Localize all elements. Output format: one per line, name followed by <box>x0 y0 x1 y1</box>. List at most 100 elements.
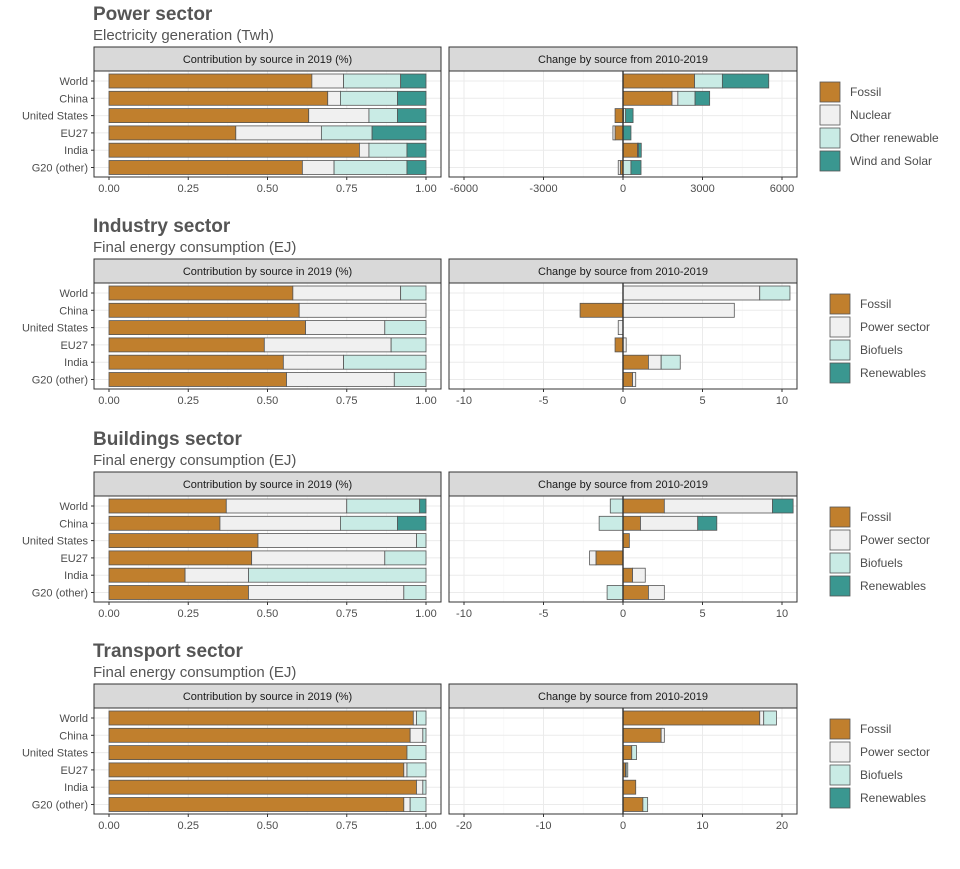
legend: Fossil Nuclear Other renewable Wind and Sol… <box>819 81 939 172</box>
x-tick-label: 0.50 <box>257 183 278 195</box>
x-tick-label: 5 <box>699 608 705 620</box>
bar-g20-other-fossil <box>622 797 644 812</box>
y-tick-label-g20-other: G20 (other) <box>32 163 88 175</box>
panel-strip <box>93 46 442 72</box>
legend: Fossil Power sector Biofuels Renewables <box>829 293 930 384</box>
legend-label-renewables: Renewables <box>860 791 926 805</box>
panel-contribution: Contribution by source in 2019 (%) 0.00 0.… <box>22 258 442 407</box>
y-tick-label-india: India <box>64 570 89 582</box>
y-tick-label-eu27: EU27 <box>60 128 88 140</box>
bar-united-states-fossil <box>108 108 310 123</box>
section-subtitle: Final energy consumption (EJ) <box>93 452 296 469</box>
bar-india-fossil <box>108 567 186 583</box>
y-tick-label-world: World <box>59 76 88 88</box>
bar-g20-other-power-sector <box>648 585 665 600</box>
x-tick-label: 0.25 <box>178 820 199 832</box>
bar-india-fossil <box>622 142 638 158</box>
legend-label-wind-and-solar: Wind and Solar <box>850 154 932 168</box>
x-tick-label: 10 <box>776 608 788 620</box>
bar-world-power-sector <box>225 498 348 514</box>
bar-world-fossil <box>108 710 414 726</box>
legend-key-fossil <box>819 81 841 103</box>
legend-key-wind-and-solar <box>819 150 841 172</box>
bar-united-states-fossil <box>108 533 259 548</box>
legend-key-power-sector <box>829 741 851 763</box>
legend-key-biofuels <box>829 764 851 786</box>
x-tick-label: 0.75 <box>336 183 357 195</box>
bar-china-power-sector <box>640 515 699 531</box>
panel-strip-label: Contribution by source in 2019 (%) <box>183 54 352 66</box>
bar-china-fossil <box>108 727 411 743</box>
x-tick-label: 0 <box>620 395 626 407</box>
bar-china-power-sector <box>409 727 424 743</box>
legend-key-biofuels <box>829 552 851 574</box>
bar-india-fossil <box>108 779 417 795</box>
y-tick-label-india: India <box>64 782 89 794</box>
bar-world-biofuels <box>759 285 791 301</box>
bar-india-other-renewable <box>368 142 408 158</box>
bar-g20-other-other-renewable <box>333 160 408 175</box>
bar-china-fossil <box>622 727 662 743</box>
legend-key-fossil <box>829 718 851 740</box>
bar-china-renewables <box>397 515 427 531</box>
y-tick-label-g20-other: G20 (other) <box>32 800 88 812</box>
bar-g20-other-fossil <box>108 585 249 600</box>
bar-eu27-fossil <box>108 762 405 778</box>
x-tick-label: -10 <box>456 395 472 407</box>
bar-world-other-renewable <box>343 73 402 89</box>
bar-india-biofuels <box>660 354 681 370</box>
y-tick-label-g20-other: G20 (other) <box>32 588 88 600</box>
y-tick-label-world: World <box>59 288 88 300</box>
bar-united-states-fossil <box>622 745 633 760</box>
bar-world-wind-and-solar <box>400 73 427 89</box>
x-tick-label: 0.75 <box>336 820 357 832</box>
panel-strip-label: Change by source from 2010-2019 <box>538 54 708 66</box>
bar-china-power-sector <box>219 515 341 531</box>
bar-india-fossil <box>622 567 633 583</box>
panel-contribution: Contribution by source in 2019 (%) 0.00 0.… <box>22 683 442 832</box>
y-tick-label-world: World <box>59 501 88 513</box>
bar-eu27-fossil <box>614 125 624 141</box>
bar-united-states-fossil <box>108 320 306 336</box>
bar-eu27-power-sector <box>263 337 392 353</box>
x-tick-label: 0.00 <box>98 395 119 407</box>
legend-label-other-renewable: Other renewable <box>850 131 939 145</box>
bar-united-states-power-sector <box>617 320 624 336</box>
x-tick-label: 3000 <box>690 183 714 195</box>
y-tick-label-eu27: EU27 <box>60 765 88 777</box>
legend-label-fossil: Fossil <box>850 85 881 99</box>
bar-eu27-biofuels <box>390 337 427 353</box>
bar-china-power-sector <box>298 302 427 318</box>
panel-contribution: Contribution by source in 2019 (%) 0.00 0.… <box>22 46 442 195</box>
x-tick-label: 5 <box>699 395 705 407</box>
panel-strip <box>448 471 798 497</box>
x-tick-label: -10 <box>536 820 552 832</box>
y-tick-label-china: China <box>59 93 89 105</box>
legend-label-biofuels: Biofuels <box>860 768 903 782</box>
bar-world-fossil <box>622 710 761 726</box>
bar-g20-other-power-sector <box>403 797 411 812</box>
section-transport-sector: Transport sector Final energy consumption… <box>22 641 930 832</box>
x-tick-label: 0.25 <box>178 608 199 620</box>
bar-united-states-fossil <box>108 745 408 760</box>
bar-world-fossil <box>622 73 695 89</box>
bar-china-other-renewable <box>677 90 696 106</box>
bar-g20-other-biofuels <box>606 585 624 600</box>
bar-india-power-sector <box>184 567 249 583</box>
legend-label-renewables: Renewables <box>860 366 926 380</box>
panel-contribution: Contribution by source in 2019 (%) 0.00 0.… <box>22 471 442 620</box>
section-power-sector: Power sector Electricity generation (Twh)… <box>22 4 939 195</box>
section-subtitle: Final energy consumption (EJ) <box>93 664 296 681</box>
x-tick-label: 20 <box>776 820 788 832</box>
x-tick-label: 6000 <box>770 183 794 195</box>
bar-g20-other-fossil <box>108 160 303 175</box>
panel-strip <box>93 471 442 497</box>
bar-eu27-fossil <box>614 337 624 353</box>
bar-united-states-nuclear <box>308 108 370 123</box>
bar-china-biofuels <box>340 515 398 531</box>
bar-china-fossil <box>579 302 624 318</box>
legend: Fossil Power sector Biofuels Renewables <box>829 506 930 597</box>
panel-strip <box>93 683 442 709</box>
y-tick-label-eu27: EU27 <box>60 553 88 565</box>
